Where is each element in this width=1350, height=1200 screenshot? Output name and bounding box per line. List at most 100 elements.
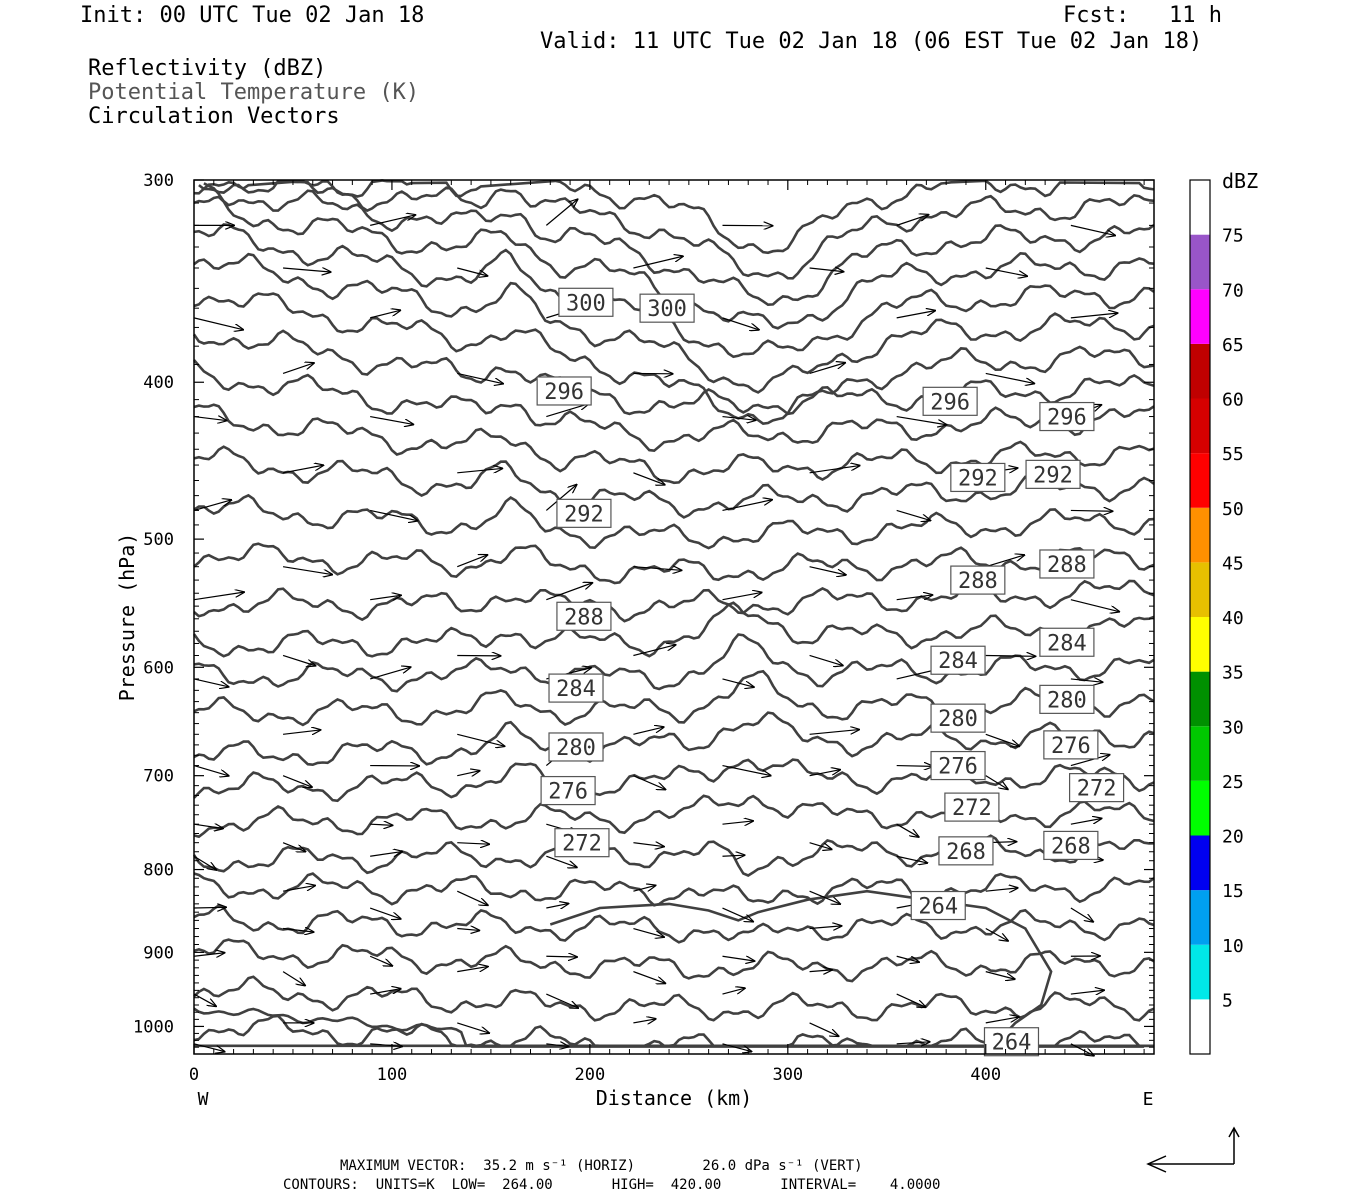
contour-label: 272 bbox=[1077, 777, 1117, 802]
theta-contour-line bbox=[549, 889, 1053, 1035]
colorbar-title: dBZ bbox=[1222, 169, 1258, 193]
colorbar-level-label: 40 bbox=[1222, 608, 1244, 629]
theta-contour-line bbox=[193, 938, 1155, 983]
circulation-vector bbox=[985, 971, 1015, 979]
contour-label-box bbox=[950, 462, 1006, 493]
circulation-vector bbox=[896, 595, 933, 601]
contour-label: 276 bbox=[548, 780, 588, 805]
colorbar-level-label: 50 bbox=[1222, 499, 1244, 520]
colorbar-swatch bbox=[1190, 617, 1210, 672]
contour-label-box bbox=[1039, 549, 1095, 579]
contour-label: 288 bbox=[564, 605, 604, 630]
circulation-vector bbox=[896, 993, 926, 1007]
circulation-vector bbox=[809, 1022, 839, 1036]
circulation-vector bbox=[896, 509, 931, 520]
circulation-vector bbox=[722, 764, 770, 776]
contour-label: 300 bbox=[647, 297, 687, 322]
contour-label-box bbox=[922, 386, 978, 416]
circulation-vector bbox=[985, 655, 1036, 656]
circulation-vector bbox=[457, 555, 487, 568]
circulation-vector bbox=[633, 472, 664, 485]
contour-label-box bbox=[554, 828, 610, 858]
colorbar-swatch bbox=[1190, 289, 1210, 344]
contour-label-box bbox=[1025, 459, 1081, 489]
circulation-vector bbox=[193, 764, 229, 776]
contour-label-box bbox=[1043, 830, 1099, 861]
circulation-vector bbox=[985, 927, 1008, 941]
contour-label-box bbox=[930, 703, 986, 733]
circulation-vector bbox=[809, 654, 843, 665]
colorbar-swatch bbox=[1190, 234, 1210, 290]
contour-label-box bbox=[910, 890, 966, 921]
contour-label: 268 bbox=[946, 840, 986, 865]
circulation-vector bbox=[545, 199, 577, 226]
init-label: Init: 00 UTC Tue 02 Jan 18 bbox=[80, 3, 425, 28]
x-tick-label: 100 bbox=[377, 1065, 408, 1085]
circulation-vector bbox=[457, 267, 487, 276]
circulation-vector bbox=[722, 592, 761, 601]
circulation-vector bbox=[546, 1044, 568, 1047]
circulation-vector bbox=[282, 971, 305, 986]
circulation-vector bbox=[370, 989, 401, 995]
colorbar-level-label: 60 bbox=[1222, 390, 1244, 411]
colorbar-level-label: 35 bbox=[1222, 663, 1244, 684]
circulation-vector bbox=[633, 775, 665, 790]
circulation-vector bbox=[1070, 599, 1119, 612]
contour-label: 288 bbox=[1047, 553, 1087, 578]
circulation-vector bbox=[546, 855, 576, 867]
colorbar-level-label: 20 bbox=[1222, 827, 1244, 848]
contour-label: 280 bbox=[938, 707, 978, 732]
contour-label: 264 bbox=[918, 895, 958, 920]
circulation-vector bbox=[896, 415, 947, 425]
colorbar-swatch bbox=[1190, 398, 1210, 454]
circulation-vector bbox=[722, 907, 753, 922]
contour-label: 280 bbox=[1047, 688, 1087, 713]
field-label-vectors: Circulation Vectors bbox=[88, 104, 340, 129]
contour-label-box bbox=[1039, 401, 1095, 432]
circulation-vector bbox=[896, 766, 933, 767]
circulation-vector bbox=[633, 971, 665, 984]
theta-contour-line bbox=[193, 403, 1155, 485]
contour-label-box bbox=[1068, 773, 1125, 803]
y-tick-label: 700 bbox=[143, 767, 174, 787]
contour-label: 280 bbox=[556, 736, 596, 761]
circulation-vector bbox=[370, 824, 392, 825]
theta-contour-line bbox=[198, 179, 1155, 280]
circulation-vector bbox=[457, 1022, 489, 1033]
contour-labels: 264 264 268 268 272 272 272 276 276 276 280 280 280 2… bbox=[536, 287, 1125, 1057]
contour-label: 276 bbox=[1051, 734, 1091, 759]
circulation-vector bbox=[1070, 755, 1110, 767]
contour-label-box bbox=[556, 601, 612, 631]
contour-label: 296 bbox=[1047, 406, 1087, 431]
contour-label: 288 bbox=[958, 569, 998, 594]
contour-label: 292 bbox=[1033, 463, 1073, 488]
theta-contour-line bbox=[193, 1007, 670, 1048]
circulation-vector bbox=[633, 645, 675, 657]
circulation-vector bbox=[896, 823, 919, 837]
circulation-vector bbox=[193, 317, 243, 330]
y-tick-label: 900 bbox=[143, 943, 174, 963]
circulation-vector bbox=[369, 667, 410, 680]
circulation-vector bbox=[1070, 679, 1103, 682]
contour-label-box bbox=[930, 645, 986, 675]
x-tick-label: 0 bbox=[189, 1065, 199, 1085]
circulation-vector bbox=[633, 567, 681, 571]
circulation-vector bbox=[722, 500, 771, 512]
colorbar-level-label: 25 bbox=[1222, 772, 1244, 793]
field-label-reflectivity: Reflectivity (dBZ) bbox=[88, 56, 327, 81]
circulation-vector bbox=[809, 268, 844, 272]
circulation-vector bbox=[633, 927, 664, 938]
contour-label-box bbox=[938, 836, 994, 866]
colorbar-level-label: 10 bbox=[1222, 936, 1244, 957]
contour-label-box bbox=[548, 673, 604, 703]
contour-label: 296 bbox=[930, 390, 970, 415]
circulation-vector bbox=[457, 890, 487, 905]
circulation-vector bbox=[1070, 224, 1115, 235]
circulation-vector bbox=[457, 468, 502, 474]
contour-label: 292 bbox=[958, 466, 998, 491]
circulation-vector bbox=[546, 956, 577, 957]
contour-label-box bbox=[1039, 684, 1095, 714]
circulation-vector bbox=[370, 215, 415, 226]
axis-ticks: 300 400 500 600 700 800 900 1000 0 100 200 300 400 bbox=[133, 171, 1154, 1085]
